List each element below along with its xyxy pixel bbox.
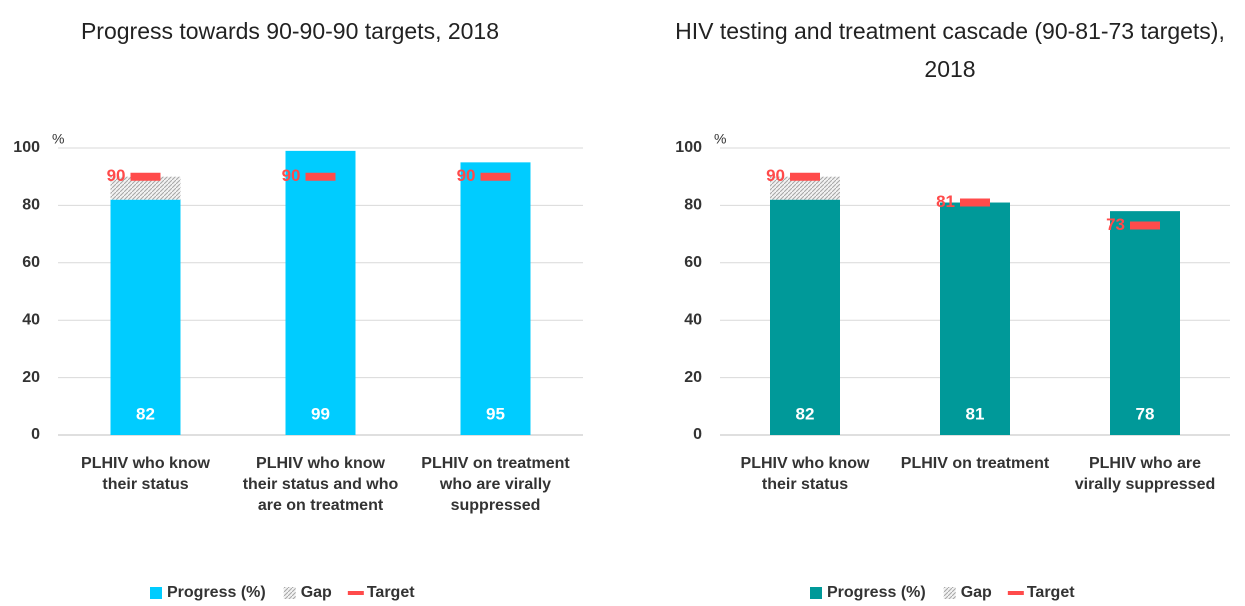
bar-value-label: 82 (796, 404, 815, 423)
bar (285, 150, 356, 435)
legend-label: Target (1027, 584, 1075, 601)
gap-bar (770, 176, 840, 200)
y-tick-label: 60 (684, 254, 702, 271)
x-tick-label: PLHIV who know their status (740, 455, 870, 493)
target-label: 90 (457, 166, 476, 185)
x-tick-label: PLHIV on treatment (900, 455, 1050, 472)
target-label: 90 (766, 166, 785, 185)
legend-label: Progress (%) (827, 584, 926, 601)
bar-value-label: 82 (136, 404, 155, 423)
y-tick-label: 40 (684, 311, 702, 328)
y-tick-label: 80 (22, 197, 40, 214)
y-tick-label: 0 (31, 426, 40, 443)
bar (460, 162, 531, 435)
gap-bar (110, 176, 181, 200)
target-label: 73 (1106, 215, 1125, 234)
bar-value-label: 81 (966, 404, 985, 423)
x-tick-label: PLHIV who know their status and who are … (242, 455, 399, 514)
x-tick-label: PLHIV who are virally suppressed (1074, 455, 1216, 493)
bar-value-label: 78 (1136, 404, 1155, 423)
chart-title: Progress towards 90-90-90 targets, 2018 (80, 18, 500, 44)
y-axis-label: % (714, 131, 726, 147)
legend-swatch (810, 587, 822, 599)
legend-swatch (943, 587, 956, 599)
y-tick-label: 20 (684, 369, 702, 386)
bar-value-label: 95 (486, 404, 505, 423)
legend-label: Progress (%) (167, 584, 266, 601)
target-label: 81 (936, 192, 955, 211)
y-tick-label: 100 (675, 139, 702, 156)
legend-swatch (150, 587, 162, 599)
legend-label: Target (367, 584, 415, 601)
x-tick-label: PLHIV on treatment who are virally suppr… (421, 455, 570, 514)
bar (940, 202, 1010, 435)
target-label: 90 (282, 166, 301, 185)
y-axis-label: % (52, 131, 64, 147)
bar (110, 199, 181, 435)
y-tick-label: 80 (684, 197, 702, 214)
y-tick-label: 60 (22, 254, 40, 271)
target-label: 90 (107, 166, 126, 185)
bar (1110, 211, 1180, 435)
x-tick-label: PLHIV who know their status (81, 455, 210, 493)
y-tick-label: 40 (22, 311, 40, 328)
y-tick-label: 0 (693, 426, 702, 443)
bar-value-label: 99 (311, 404, 330, 423)
y-tick-label: 20 (22, 369, 40, 386)
bar (770, 199, 840, 435)
legend-swatch (283, 587, 296, 599)
legend-label: Gap (301, 584, 332, 601)
legend-label: Gap (961, 584, 992, 601)
y-tick-label: 100 (13, 139, 40, 156)
chart-title: HIV testing and treatment cascade (90-81… (675, 18, 1225, 82)
